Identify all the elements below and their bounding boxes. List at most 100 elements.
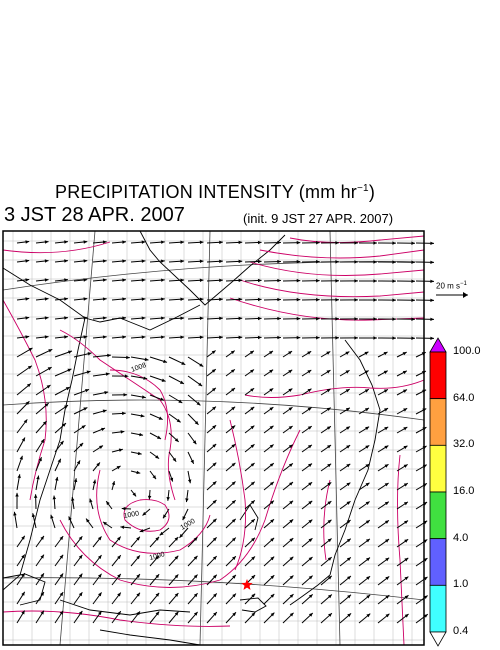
- wind-arrow: [89, 498, 94, 510]
- wind-arrow: [35, 591, 45, 605]
- wind-arrow: [358, 351, 369, 358]
- wind-arrow: [377, 557, 390, 567]
- wind-arrow: [282, 278, 301, 283]
- wind-arrow: [168, 356, 186, 366]
- wind-arrow: [16, 278, 30, 282]
- wind-arrow: [206, 259, 223, 264]
- title-text: PRECIPITATION INTENSITY (mm hr: [54, 182, 357, 202]
- wind-arrow: [282, 297, 301, 302]
- wind-arrow: [206, 443, 217, 453]
- wind-arrow: [301, 241, 320, 245]
- wind-arrow: [73, 335, 88, 339]
- wind-arrow: [168, 335, 185, 339]
- wind-arrow: [111, 592, 122, 605]
- wind-arrow: [377, 407, 389, 415]
- wind-arrow: [244, 335, 262, 340]
- wind-arrow: [396, 482, 409, 491]
- wind-arrow: [320, 351, 331, 358]
- wind-arrow: [377, 317, 397, 321]
- wind-arrow: [168, 394, 183, 404]
- wind-arrow: [16, 554, 26, 567]
- wind-arrow: [301, 519, 313, 529]
- wind-arrow: [54, 476, 59, 491]
- wind-arrow: [16, 437, 26, 453]
- wind-arrow: [206, 537, 217, 548]
- wind-arrow: [111, 536, 122, 548]
- wind-arrow: [263, 335, 281, 340]
- wind-arrow: [111, 610, 122, 624]
- wind-arrow: [16, 572, 26, 586]
- wind-arrow: [54, 278, 68, 282]
- wind-arrow: [377, 279, 397, 283]
- wind-arrow: [206, 240, 223, 245]
- chart-title: PRECIPITATION INTENSITY (mm hr−1): [0, 182, 430, 203]
- init-time: (init. 9 JST 27 APR. 2007): [243, 211, 394, 226]
- wind-arrow: [73, 573, 83, 586]
- wind-arrow: [92, 278, 107, 282]
- wind-arrow: [130, 240, 146, 244]
- reference-vector-label: 20 m s−1: [436, 281, 467, 291]
- wind-arrow: [282, 444, 294, 453]
- wind-arrow: [16, 610, 26, 624]
- wind-arrow: [263, 316, 281, 321]
- wind-arrow: [187, 375, 203, 387]
- wind-arrow: [377, 298, 397, 302]
- wind-arrow: [16, 419, 28, 434]
- wind-arrow: [73, 460, 81, 472]
- colorbar-level-label: 32.0: [453, 438, 475, 451]
- wind-arrow: [187, 536, 198, 548]
- wind-arrow: [92, 427, 106, 434]
- wind-arrow: [358, 260, 378, 264]
- wind-arrow: [377, 351, 388, 358]
- wind-arrow: [54, 422, 67, 434]
- wind-arrow: [358, 613, 371, 624]
- wind-arrow: [168, 432, 179, 443]
- wind-arrow: [130, 451, 142, 456]
- wind-arrow: [16, 316, 30, 320]
- wind-arrow: [263, 593, 275, 605]
- wind-arrow: [377, 463, 389, 472]
- wind-arrow: [187, 316, 204, 321]
- wind-arrow: [102, 521, 113, 529]
- wind-arrow: [320, 612, 333, 624]
- wind-arrow: [396, 501, 409, 510]
- wind-arrow: [263, 462, 275, 472]
- wind-arrow: [396, 389, 408, 396]
- wind-arrow: [92, 554, 102, 567]
- wind-arrow: [415, 317, 435, 322]
- wind-arrow: [92, 479, 97, 491]
- wind-arrow: [187, 555, 198, 567]
- wind-arrow: [225, 350, 236, 358]
- wind-arrow: [35, 366, 52, 377]
- wind-arrow: [13, 511, 18, 529]
- wind-arrow: [358, 519, 371, 529]
- wind-vectors: [13, 240, 435, 624]
- wind-arrow: [320, 407, 332, 415]
- wind-arrow: [168, 278, 185, 282]
- wind-arrow: [263, 556, 275, 567]
- wind-arrow: [54, 573, 64, 586]
- wind-arrow: [396, 538, 409, 548]
- wind-arrow: [225, 537, 237, 548]
- wind-arrow: [73, 278, 88, 282]
- wind-arrow: [301, 537, 313, 548]
- wind-arrow: [377, 613, 390, 624]
- wind-arrow: [120, 525, 132, 529]
- wind-arrow: [244, 462, 255, 472]
- wind-arrow: [301, 407, 312, 415]
- wind-arrow: [320, 241, 340, 245]
- wind-arrow: [73, 297, 88, 301]
- wind-arrow: [358, 388, 370, 396]
- wind-arrow: [244, 350, 255, 358]
- wind-arrow: [396, 464, 408, 472]
- wind-arrow: [339, 317, 359, 321]
- wind-arrow: [225, 481, 236, 491]
- wind-arrow: [301, 593, 314, 605]
- wind-arrow: [282, 556, 294, 567]
- wind-arrow: [130, 573, 141, 586]
- wind-arrow: [35, 278, 49, 282]
- wind-arrow: [244, 518, 256, 529]
- wind-arrow: [73, 259, 88, 263]
- wind-arrow: [263, 369, 274, 377]
- wind-arrow: [377, 241, 397, 245]
